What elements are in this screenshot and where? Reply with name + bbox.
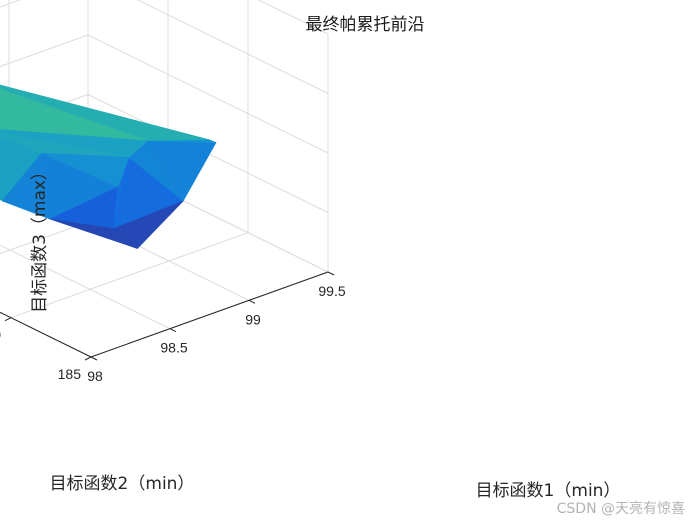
x-tick-mark (169, 328, 177, 333)
x-tick-label: 98.5 (160, 340, 187, 356)
x-tick-mark (327, 271, 335, 276)
y-tick-mark (4, 317, 12, 322)
x-tick-label: 99 (245, 311, 261, 327)
wall-grid-line (136, 0, 329, 94)
y-tick-label: 190 (0, 327, 1, 343)
surface-facet (49, 218, 138, 249)
wall-grid-line (87, 34, 329, 154)
x-tick-label: 98 (87, 368, 103, 384)
z-axis-label: 目标函数3（max） (30, 163, 50, 313)
y-tick-mark (84, 356, 92, 361)
wall-grid-line (0, 0, 88, 1)
wall-grid-line (257, 0, 329, 35)
x-axis-line (90, 271, 329, 358)
x-tick-mark (248, 299, 256, 304)
x-axis-label: 目标函数1（min） (476, 481, 621, 501)
surface-facet (41, 152, 130, 188)
chart-title: 最终帕累托前沿 (306, 15, 425, 35)
wall-grid-line (0, 34, 89, 68)
pareto-surface (0, 84, 217, 249)
y-tick-label: 185 (58, 366, 82, 382)
y-axis-label: 目标函数2（min） (50, 474, 195, 494)
x-tick-mark (90, 356, 98, 361)
y-axis-line (0, 311, 92, 358)
floor-grid-line (0, 244, 171, 330)
watermark: CSDN @天亮有惊喜 (557, 500, 685, 517)
floor-grid-line (10, 232, 249, 319)
wall-grid-line (0, 0, 22, 8)
axes (0, 271, 335, 361)
x-tick-label: 99.5 (318, 283, 345, 299)
